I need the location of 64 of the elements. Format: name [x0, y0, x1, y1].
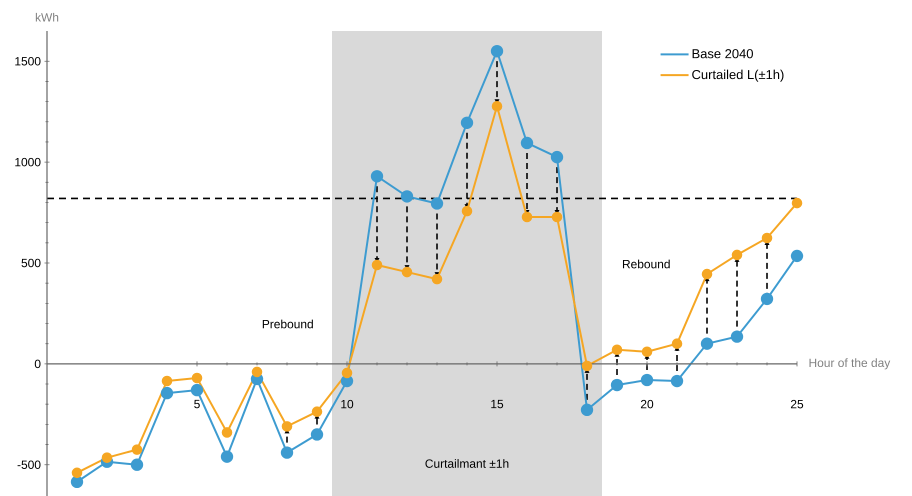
band-label: Curtailmant ±1h	[425, 459, 508, 468]
y-tick-label: 500	[22, 258, 41, 268]
y-axis-title: kWh	[36, 12, 58, 22]
point	[670, 374, 684, 388]
point	[432, 274, 442, 284]
point	[640, 374, 654, 386]
y-tick-label: -500	[18, 460, 41, 469]
point	[192, 372, 202, 384]
x-axis-title: Hour of the day	[810, 358, 890, 370]
point	[522, 212, 532, 222]
point	[642, 346, 652, 358]
point	[792, 198, 802, 208]
x-tick-label: 15	[491, 400, 504, 408]
point	[190, 384, 204, 396]
y-tick-label: 0	[34, 360, 41, 368]
point	[490, 44, 504, 58]
point	[700, 338, 714, 350]
point	[672, 338, 682, 349]
point	[582, 360, 592, 372]
point	[580, 404, 594, 416]
point	[130, 458, 144, 471]
point	[280, 446, 294, 459]
point	[252, 366, 262, 378]
point	[162, 376, 172, 386]
point	[220, 450, 234, 463]
x-tick-label: 10	[341, 400, 354, 408]
point	[550, 150, 564, 164]
point	[520, 136, 534, 150]
point	[790, 250, 804, 262]
point	[132, 444, 142, 455]
point	[730, 330, 744, 343]
point	[552, 212, 562, 222]
point	[72, 468, 82, 478]
point	[732, 250, 742, 260]
legend-label: Base 2040	[692, 49, 753, 58]
point	[372, 260, 382, 270]
x-tick-label: 5	[194, 400, 200, 408]
legend-label: Curtailed L(±1h)	[692, 70, 784, 82]
annotation: Prebound	[262, 320, 313, 328]
point	[370, 170, 384, 182]
point	[610, 378, 624, 392]
annotation: Rebound	[622, 260, 670, 268]
point	[70, 476, 84, 488]
point	[702, 268, 712, 280]
point	[402, 266, 412, 278]
point	[160, 386, 174, 400]
point	[460, 116, 474, 129]
point	[430, 197, 444, 210]
point	[760, 292, 774, 306]
point	[312, 406, 322, 417]
point	[492, 100, 502, 112]
point	[102, 452, 112, 463]
point	[462, 206, 472, 216]
point	[762, 232, 772, 244]
point	[342, 368, 352, 378]
point	[222, 427, 232, 438]
point	[400, 190, 414, 203]
x-tick-label: 25	[790, 400, 804, 408]
point	[612, 344, 622, 356]
point	[310, 428, 324, 441]
y-tick-label: 1000	[15, 158, 41, 166]
x-tick-label: 20	[640, 400, 654, 408]
y-tick-label: 1500	[15, 57, 41, 66]
point	[282, 421, 292, 432]
